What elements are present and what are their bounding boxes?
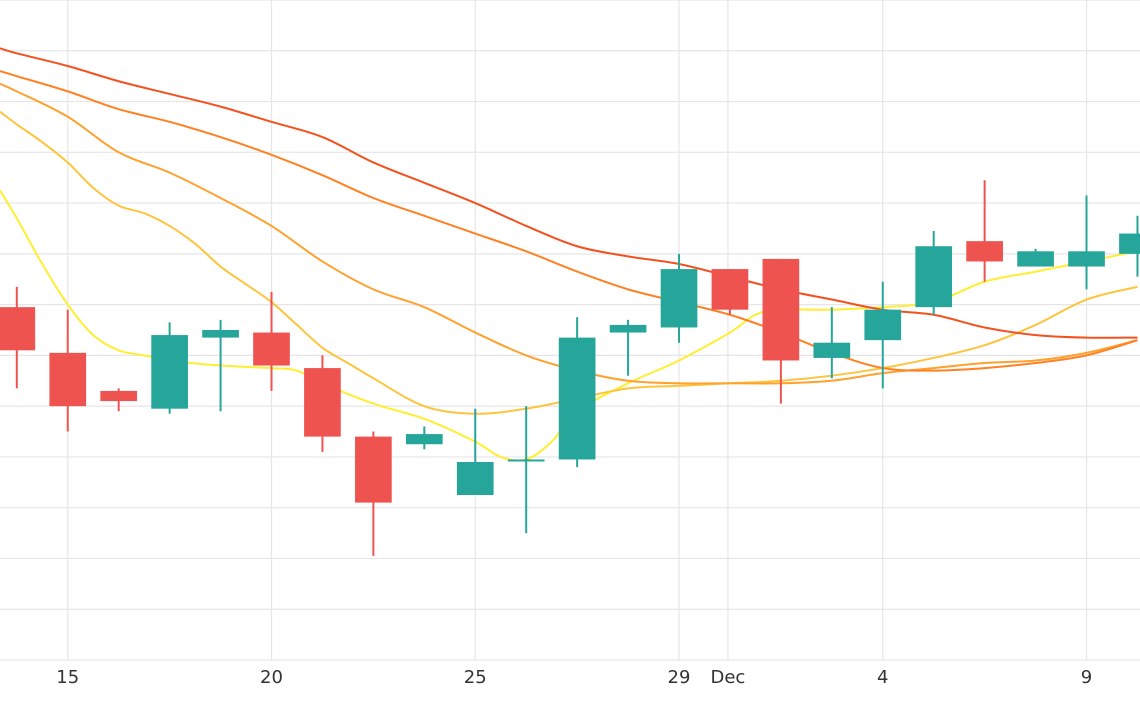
candle-up bbox=[1068, 195, 1105, 290]
candle-up bbox=[660, 253, 698, 343]
candle-body bbox=[1119, 233, 1140, 254]
x-tick-label: 15 bbox=[56, 667, 79, 688]
candle-down bbox=[355, 431, 392, 556]
candle-up bbox=[151, 322, 188, 414]
candle-up bbox=[813, 307, 851, 379]
candle-body bbox=[253, 332, 290, 366]
candle-body bbox=[456, 462, 494, 495]
candle-down bbox=[0, 286, 36, 389]
candle-body bbox=[1068, 251, 1105, 267]
candle-body bbox=[915, 246, 953, 308]
candle-up bbox=[202, 319, 239, 412]
candle-body bbox=[405, 434, 443, 445]
candle-body bbox=[304, 368, 341, 437]
candle-body bbox=[558, 337, 596, 460]
candle-body bbox=[507, 459, 545, 462]
candle-body bbox=[711, 269, 749, 310]
candle-up bbox=[864, 281, 902, 389]
x-tick-label: 29 bbox=[668, 667, 691, 688]
candle-body bbox=[202, 330, 239, 338]
candle-up bbox=[456, 408, 494, 495]
candle-down bbox=[49, 309, 87, 432]
candle-body bbox=[966, 241, 1003, 262]
candle-body bbox=[660, 269, 698, 328]
x-tick-label: 9 bbox=[1081, 667, 1092, 688]
candle-up bbox=[405, 426, 443, 450]
candle-body bbox=[813, 342, 851, 358]
candle-down bbox=[711, 269, 749, 315]
moving-average-line-3 bbox=[0, 82, 1138, 385]
grid-lines bbox=[0, 0, 1140, 661]
candle-up bbox=[915, 231, 953, 315]
candle-down bbox=[100, 388, 138, 412]
candle-down bbox=[762, 258, 800, 404]
moving-average-line-5 bbox=[0, 47, 1138, 339]
candles bbox=[0, 180, 1140, 556]
x-axis: 15 20 25 29 Dec 4 9 bbox=[56, 667, 1092, 688]
candle-body bbox=[151, 335, 188, 409]
candle-body bbox=[0, 307, 36, 351]
x-tick-label: Dec bbox=[710, 667, 745, 688]
candle-down bbox=[304, 355, 341, 452]
candle-up bbox=[507, 406, 545, 534]
x-tick-label: 4 bbox=[877, 667, 888, 688]
candle-body bbox=[1017, 251, 1054, 267]
moving-average-line-4 bbox=[0, 70, 1138, 372]
candle-body bbox=[100, 390, 138, 402]
candle-up bbox=[609, 319, 647, 376]
candle-down bbox=[253, 291, 290, 391]
x-tick-label: 25 bbox=[464, 667, 487, 688]
candle-body bbox=[355, 436, 392, 503]
candle-down bbox=[966, 180, 1003, 282]
candle-up bbox=[1017, 248, 1054, 267]
candle-up bbox=[1119, 215, 1140, 277]
x-tick-label: 20 bbox=[260, 667, 283, 688]
candle-up bbox=[558, 317, 596, 468]
candle-body bbox=[864, 309, 902, 341]
candle-body bbox=[49, 352, 87, 407]
candle-body bbox=[609, 324, 647, 333]
candle-body bbox=[762, 258, 800, 361]
